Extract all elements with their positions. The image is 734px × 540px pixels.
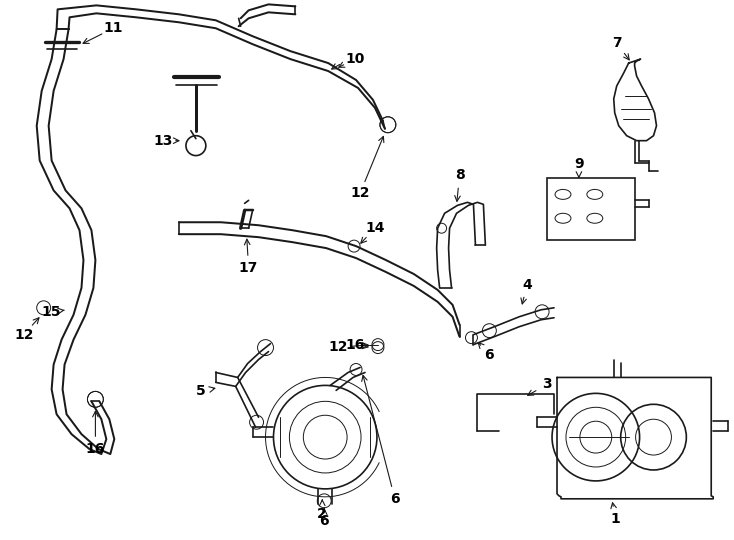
Text: 6: 6 [319, 514, 329, 528]
Text: 1: 1 [611, 512, 620, 526]
Bar [547, 179, 635, 240]
Text: 14: 14 [366, 221, 385, 235]
Text: 12: 12 [14, 328, 34, 342]
Text: 12: 12 [328, 340, 348, 354]
Text: 9: 9 [574, 157, 584, 171]
Text: 3: 3 [542, 377, 552, 392]
Text: 12: 12 [350, 186, 370, 200]
Text: 7: 7 [612, 36, 622, 50]
Text: 6: 6 [390, 492, 400, 506]
Text: 16: 16 [86, 442, 105, 456]
Text: 11: 11 [103, 21, 123, 35]
Text: 13: 13 [153, 134, 172, 147]
Text: 2: 2 [317, 507, 327, 521]
Text: 16: 16 [346, 338, 365, 352]
Text: 5: 5 [196, 384, 206, 399]
Text: 17: 17 [239, 261, 258, 275]
Text: 10: 10 [346, 52, 365, 66]
Text: 6: 6 [484, 348, 494, 362]
Text: 15: 15 [42, 305, 62, 319]
Text: 8: 8 [454, 168, 465, 183]
Text: 4: 4 [523, 278, 532, 292]
